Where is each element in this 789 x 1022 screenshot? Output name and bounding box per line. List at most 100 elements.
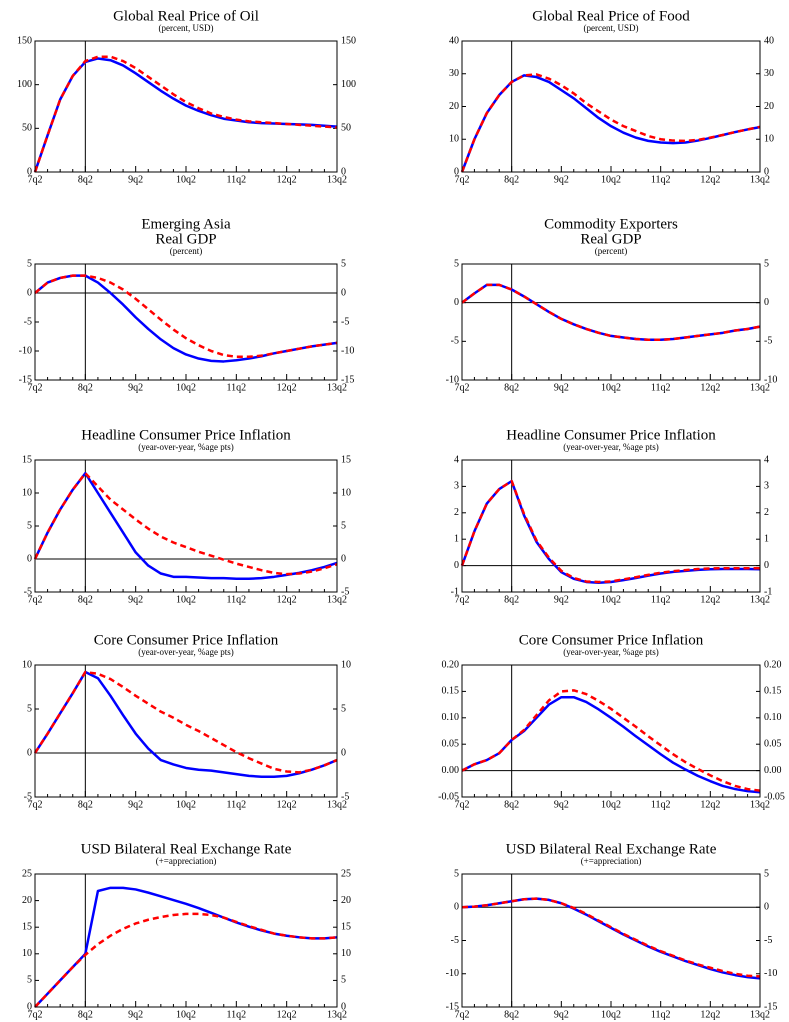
x-tick-label: 10q2 xyxy=(176,174,196,185)
y2-tick-label: -5 xyxy=(764,336,772,347)
y2-tick-label: 15 xyxy=(341,454,351,465)
x-tick-label: 13q2 xyxy=(327,174,347,185)
y2-tick-label: 5 xyxy=(341,703,346,714)
x-tick-label: 9q2 xyxy=(554,1009,569,1020)
x-tick-label: 8q2 xyxy=(504,174,519,185)
y2-tick-label: 3 xyxy=(764,481,769,492)
y-tick-label: 0 xyxy=(27,287,32,298)
chart-subtitle: (percent) xyxy=(170,246,202,256)
x-tick-label: 13q2 xyxy=(750,799,770,810)
y-tick-label: 10 xyxy=(22,659,32,670)
series-line xyxy=(33,670,338,779)
chart-subtitle: (year-over-year, %age pts) xyxy=(563,647,658,657)
x-tick-label: 11q2 xyxy=(651,594,671,605)
y-tick-label: 20 xyxy=(449,101,459,112)
y-tick-label: -5 xyxy=(451,336,459,347)
series-line xyxy=(33,57,338,173)
x-tick-label: 11q2 xyxy=(227,174,247,185)
y2-tick-label: -10 xyxy=(764,374,777,385)
y-tick-label: 15 xyxy=(22,921,32,932)
chart-title: Global Real Price of Food xyxy=(532,8,690,24)
x-tick-label: 13q2 xyxy=(750,174,770,185)
y2-tick-label: 10 xyxy=(341,487,351,498)
series-line xyxy=(33,55,338,173)
series-line xyxy=(34,912,338,1008)
chart-title: USD Bilateral Real Exchange Rate xyxy=(506,841,717,857)
y-tick-label: 0 xyxy=(454,297,459,308)
x-tick-label: 12q2 xyxy=(277,174,297,185)
y-tick-label: 2 xyxy=(454,507,459,518)
plot-frame xyxy=(461,873,761,1008)
y-tick-label: 25 xyxy=(22,868,32,879)
x-tick-label: 10q2 xyxy=(601,1009,621,1020)
x-tick-label: 7q2 xyxy=(455,382,470,393)
y-tick-label: 0.15 xyxy=(442,686,460,697)
y-tick-label: 3 xyxy=(454,481,459,492)
x-tick-label: 9q2 xyxy=(554,174,569,185)
y2-tick-label: 10 xyxy=(341,948,351,959)
y2-tick-label: 1 xyxy=(764,533,769,544)
y-tick-label: 40 xyxy=(449,35,459,46)
x-tick-label: 8q2 xyxy=(78,382,93,393)
y2-tick-label: 0 xyxy=(341,747,346,758)
x-tick-label: 10q2 xyxy=(601,382,621,393)
y-tick-label: 0 xyxy=(454,560,459,571)
plot-frame xyxy=(461,664,761,798)
y2-tick-label: 10 xyxy=(341,659,351,670)
y-tick-label: -10 xyxy=(446,968,459,979)
chart-subtitle: (+=appreciation) xyxy=(581,856,642,866)
plot-frame xyxy=(461,263,761,381)
x-tick-label: 13q2 xyxy=(750,594,770,605)
y2-tick-label: 20 xyxy=(764,101,774,112)
plot-frame xyxy=(461,459,761,593)
y2-tick-label: -10 xyxy=(341,345,354,356)
chart-title: Global Real Price of Oil xyxy=(113,8,259,24)
y-tick-label: 0 xyxy=(27,1001,32,1012)
x-tick-label: 11q2 xyxy=(227,382,247,393)
y2-tick-label: 0 xyxy=(764,166,769,177)
y-tick-label: 100 xyxy=(17,79,32,90)
x-tick-label: 11q2 xyxy=(227,799,247,810)
x-tick-label: 9q2 xyxy=(128,799,143,810)
y-tick-label: 0 xyxy=(454,166,459,177)
y2-tick-label: -5 xyxy=(341,316,349,327)
x-tick-label: 7q2 xyxy=(28,594,43,605)
x-tick-label: 12q2 xyxy=(277,799,297,810)
series-line xyxy=(460,73,761,173)
y2-tick-label: 0.15 xyxy=(764,686,782,697)
x-tick-label: 12q2 xyxy=(277,594,297,605)
x-tick-label: 9q2 xyxy=(128,594,143,605)
x-tick-label: 8q2 xyxy=(78,1009,93,1020)
x-tick-label: 8q2 xyxy=(504,1009,519,1020)
x-tick-label: 9q2 xyxy=(554,594,569,605)
x-tick-label: 12q2 xyxy=(700,382,720,393)
x-tick-label: 7q2 xyxy=(28,382,43,393)
y-tick-label: 5 xyxy=(27,703,32,714)
chart-title: Real GDP xyxy=(580,231,641,247)
y2-tick-label: -5 xyxy=(341,586,349,597)
x-tick-label: 9q2 xyxy=(128,174,143,185)
chart-title: Headline Consumer Price Inflation xyxy=(506,427,716,443)
y2-tick-label: 4 xyxy=(764,454,769,465)
y2-tick-label: -5 xyxy=(764,935,772,946)
x-tick-label: 10q2 xyxy=(176,799,196,810)
y-tick-label: 30 xyxy=(449,68,459,79)
y-tick-label: 10 xyxy=(449,134,459,145)
x-tick-label: 7q2 xyxy=(455,174,470,185)
y-tick-label: -0.05 xyxy=(438,791,459,802)
x-tick-label: 12q2 xyxy=(700,594,720,605)
x-tick-label: 8q2 xyxy=(78,594,93,605)
x-tick-label: 7q2 xyxy=(455,799,470,810)
x-tick-label: 7q2 xyxy=(28,174,43,185)
y-tick-label: 15 xyxy=(22,454,32,465)
chart-title: Emerging Asia xyxy=(141,216,231,232)
y2-tick-label: -10 xyxy=(764,968,777,979)
y-tick-label: 1 xyxy=(454,533,459,544)
y-tick-label: 0 xyxy=(27,553,32,564)
series-line xyxy=(33,471,338,581)
x-tick-label: 12q2 xyxy=(700,174,720,185)
y-tick-label: 20 xyxy=(22,895,32,906)
y2-tick-label: -1 xyxy=(764,586,772,597)
